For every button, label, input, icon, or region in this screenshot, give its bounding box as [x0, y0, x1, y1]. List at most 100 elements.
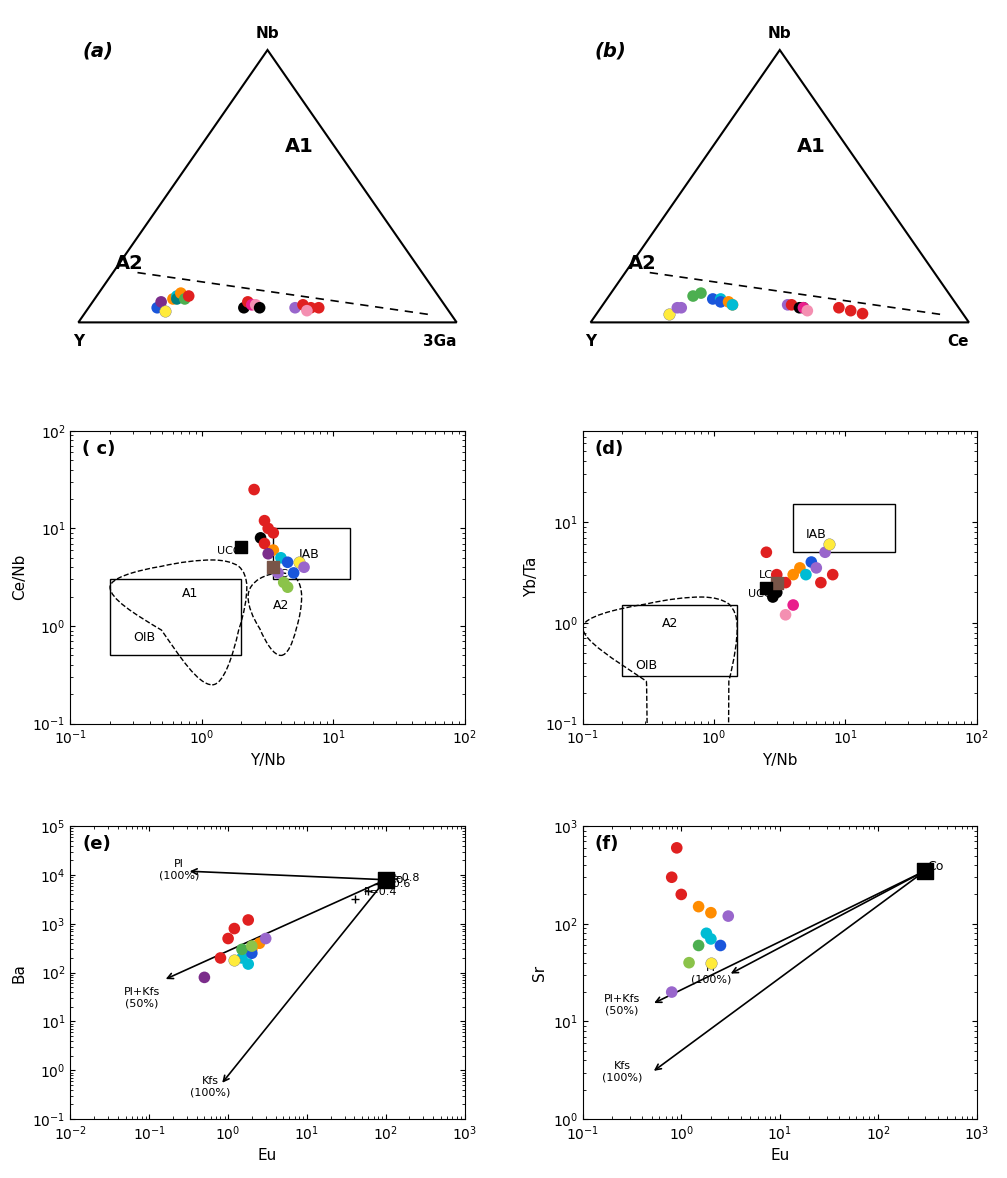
Bar — [794, 504, 895, 552]
Point — [798, 565, 814, 584]
X-axis label: Eu: Eu — [258, 1149, 277, 1163]
Point — [804, 552, 820, 571]
Point — [180, 286, 196, 305]
Point — [378, 871, 394, 889]
Point — [303, 298, 319, 317]
Point — [713, 290, 729, 309]
Point — [173, 284, 189, 303]
Point — [703, 904, 719, 922]
Point — [698, 924, 714, 942]
Point — [221, 929, 237, 948]
Point — [796, 298, 812, 317]
Text: (b): (b) — [594, 41, 626, 60]
Y-axis label: Sr: Sr — [532, 965, 547, 981]
Point — [240, 911, 256, 929]
Text: A2: A2 — [662, 617, 678, 630]
Point — [758, 543, 774, 562]
Point — [664, 868, 680, 887]
Point — [768, 583, 784, 602]
Point — [252, 934, 268, 953]
Point — [724, 296, 740, 315]
Text: (a): (a) — [83, 41, 113, 60]
Text: Nb: Nb — [256, 26, 279, 41]
Point — [287, 298, 303, 317]
Point — [792, 298, 808, 317]
Point — [768, 574, 784, 593]
Point — [253, 529, 269, 548]
Text: IAB: IAB — [806, 528, 827, 541]
Point — [295, 296, 311, 315]
Point — [664, 982, 680, 1001]
Point — [674, 885, 690, 904]
Point — [299, 302, 315, 320]
Point — [260, 519, 276, 538]
Point — [246, 481, 262, 499]
Text: OIB: OIB — [635, 659, 658, 671]
Point — [703, 929, 719, 948]
Text: A2: A2 — [273, 598, 290, 611]
Point — [764, 588, 780, 607]
Point — [681, 953, 697, 972]
Point — [768, 565, 784, 584]
Point — [252, 298, 268, 317]
Text: F=0.6: F=0.6 — [378, 879, 411, 888]
X-axis label: Y/Nb: Y/Nb — [762, 753, 798, 768]
Point — [176, 290, 192, 309]
Text: Co: Co — [388, 873, 404, 886]
Point — [777, 605, 794, 624]
Bar — [110, 580, 242, 655]
Text: Y: Y — [73, 335, 84, 349]
Point — [240, 292, 256, 311]
Point — [669, 839, 685, 858]
Point — [777, 574, 794, 593]
Point — [662, 304, 678, 323]
Point — [670, 298, 686, 317]
Point — [234, 948, 250, 967]
Text: Kfs
(100%): Kfs (100%) — [602, 1060, 642, 1083]
Point — [855, 304, 871, 323]
X-axis label: Y/Nb: Y/Nb — [250, 753, 285, 768]
Text: UCC: UCC — [747, 589, 771, 600]
Text: (f): (f) — [594, 835, 619, 853]
Text: (d): (d) — [594, 439, 623, 457]
Point — [270, 563, 286, 582]
Point — [240, 954, 256, 973]
Point — [153, 292, 169, 311]
Point — [244, 296, 260, 315]
Point — [286, 563, 302, 582]
Point — [783, 296, 800, 315]
Point — [234, 940, 250, 959]
Point — [169, 290, 185, 309]
Point — [703, 953, 719, 972]
Point — [227, 919, 243, 938]
Point — [260, 544, 276, 563]
Point — [244, 940, 260, 959]
Text: Pl+Kfs
(50%): Pl+Kfs (50%) — [604, 994, 640, 1015]
Text: ( c): ( c) — [83, 439, 116, 457]
Point — [691, 898, 707, 916]
Point — [720, 292, 736, 311]
Point — [713, 292, 729, 311]
Point — [276, 573, 292, 591]
Point — [825, 565, 841, 584]
Point — [685, 286, 701, 305]
Text: Co: Co — [927, 860, 944, 873]
Text: IAB: IAB — [299, 548, 320, 561]
Point — [785, 565, 802, 584]
Point — [691, 937, 707, 955]
Point — [244, 944, 260, 962]
Bar — [622, 605, 737, 675]
Point — [227, 951, 243, 969]
Text: (e): (e) — [83, 835, 111, 853]
Point — [712, 937, 728, 955]
Point — [792, 558, 808, 577]
Text: LCC: LCC — [275, 569, 297, 578]
Point — [169, 286, 185, 305]
Text: A1: A1 — [181, 587, 197, 600]
Point — [248, 296, 264, 315]
Text: Pl
(100%): Pl (100%) — [159, 859, 199, 881]
Text: A1: A1 — [285, 137, 313, 157]
Point — [244, 937, 260, 955]
Point — [796, 298, 812, 317]
Point — [817, 543, 833, 562]
